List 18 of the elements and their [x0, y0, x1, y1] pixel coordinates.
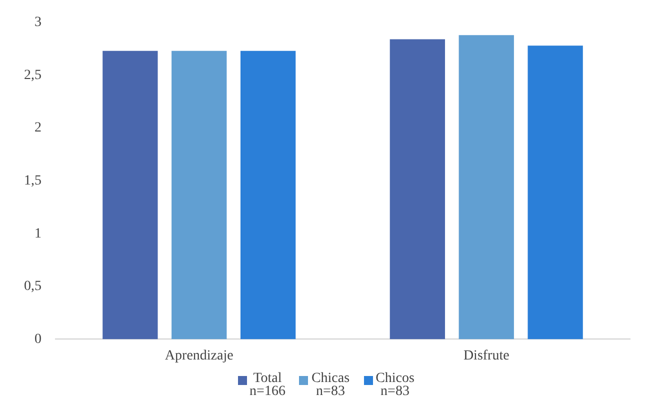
y-tick-label: 3 [34, 15, 42, 30]
x-tick-label: Disfrute [463, 348, 510, 364]
x-tick-label: Aprendizaje [164, 348, 234, 364]
y-tick-label: 0 [34, 332, 42, 347]
y-tick-label: 1 [34, 226, 42, 242]
y-tick-label: 2,5 [24, 68, 42, 83]
legend-label: Total n=166 [250, 371, 286, 399]
y-tick-label: 2 [34, 120, 42, 136]
y-tick-label: 1,5 [24, 173, 42, 188]
bar [458, 35, 514, 340]
bar [390, 39, 446, 340]
y-tick-label: 0,5 [24, 279, 42, 294]
legend-label: Chicos n=83 [376, 371, 414, 399]
legend-label: Chicas n=83 [311, 371, 350, 399]
bar [102, 50, 158, 340]
bar [172, 50, 227, 340]
bar [528, 46, 583, 340]
bar [240, 50, 296, 340]
